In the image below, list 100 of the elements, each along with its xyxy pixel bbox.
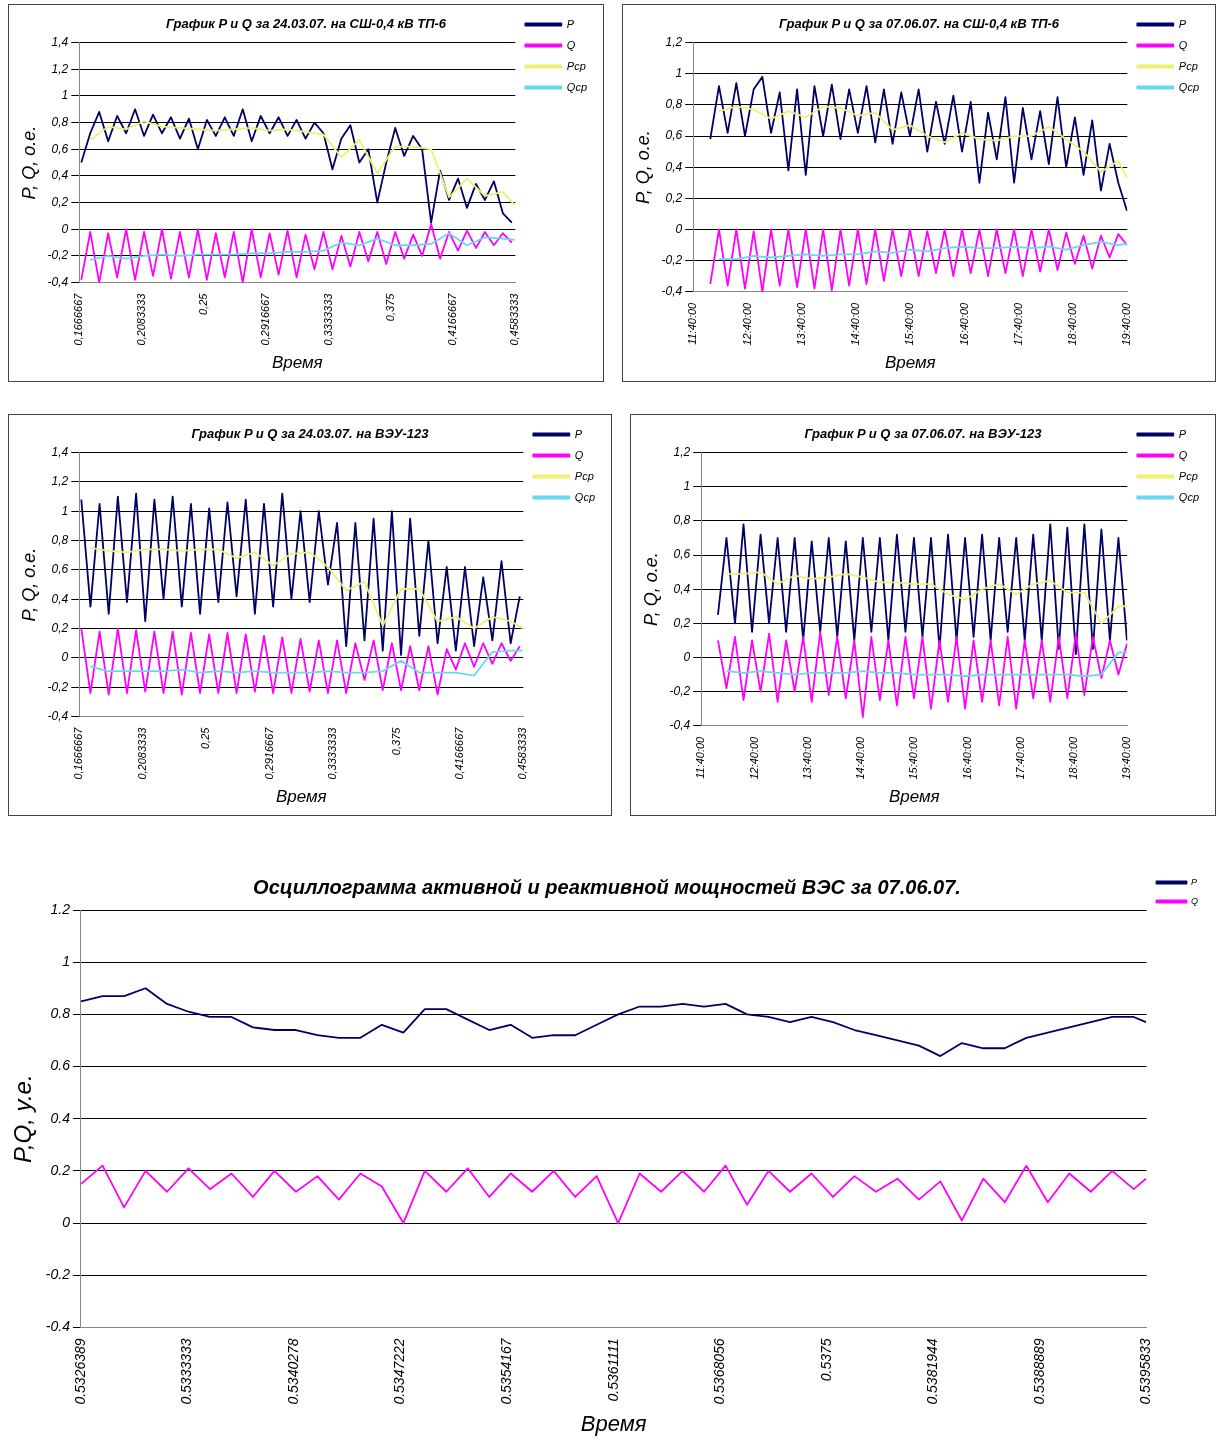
y-tick-label: -0,4: [47, 708, 69, 723]
y-tick-label: 0,8: [51, 114, 69, 129]
legend-label: Q: [1178, 38, 1188, 51]
x-tick-label: 19:40:00: [1120, 735, 1133, 780]
x-tick-label: 0,4166667: [446, 292, 459, 346]
y-axis-title: P, Q, о.е.: [632, 130, 653, 205]
y-tick-label: -0,4: [669, 718, 691, 733]
chart-title: График P и Q за 24.03.07. на ВЭУ-123: [191, 426, 430, 442]
x-tick-label: 0,1666667: [72, 726, 85, 780]
y-tick-label: 1: [61, 88, 69, 103]
legend-label: P: [1178, 427, 1187, 440]
x-tick-label: 12:40:00: [747, 735, 760, 780]
legend-label: Qср: [1178, 490, 1200, 503]
legend-label: P: [1178, 17, 1187, 30]
y-tick-label: 0,4: [51, 168, 69, 183]
y-tick-label: 0: [61, 221, 69, 236]
legend-label: Qср: [1178, 80, 1200, 93]
y-tick-label: 0,2: [673, 615, 691, 630]
x-tick-label: 14:40:00: [854, 735, 867, 780]
chart-title: Осциллограмма активной и реактивной мощностей ВЭС за 07.06.07.: [253, 875, 961, 898]
x-tick-label: 0,4166667: [452, 726, 465, 780]
legend-label: Q: [1191, 896, 1199, 906]
legend-label: Pср: [1178, 469, 1198, 482]
legend-label: Qср: [566, 80, 588, 93]
x-tick-label: 0.5375: [817, 1338, 834, 1382]
y-tick-label: -0.4: [45, 1318, 71, 1335]
y-tick-label: 1,4: [51, 34, 69, 49]
y-tick-label: 0.4: [50, 1109, 71, 1126]
x-tick-label: 0,25: [196, 292, 209, 316]
y-tick-label: 0,4: [673, 581, 691, 596]
y-axis-title: P, Q, о.е.: [640, 552, 661, 627]
x-tick-label: 13:40:00: [794, 301, 807, 346]
y-tick-label: 1: [675, 66, 683, 81]
y-tick-label: 1,2: [51, 474, 69, 489]
y-tick-label: 0,2: [51, 620, 69, 635]
y-tick-label: -0,2: [669, 683, 691, 698]
legend-label: Q: [574, 448, 584, 461]
y-axis-title: P,Q, у.е.: [9, 1074, 37, 1164]
x-tick-label: 0,2916667: [259, 292, 272, 346]
y-tick-label: 0: [675, 221, 683, 236]
x-axis-title: Время: [888, 786, 940, 806]
chart-title: График P и Q за 07.06.07. на ВЭУ-123: [804, 426, 1043, 442]
y-axis-title: P, Q, о.е.: [18, 547, 39, 622]
y-axis-title: P, Q, о.е.: [18, 125, 39, 200]
legend-label: Q: [1178, 448, 1188, 461]
y-tick-label: 0,2: [665, 190, 683, 205]
y-tick-label: 1,2: [665, 34, 683, 49]
chart-title: График P и Q за 07.06.07. на СШ-0,4 кВ ТП-6: [778, 16, 1060, 32]
y-tick-label: 1: [62, 953, 70, 970]
x-tick-label: 0.5340278: [284, 1338, 301, 1405]
x-axis-title: Время: [580, 1410, 647, 1436]
x-tick-label: 0,3333333: [321, 292, 334, 346]
y-tick-label: -0,2: [47, 248, 69, 263]
x-tick-label: 18:40:00: [1067, 735, 1080, 780]
x-tick-label: 0.5388889: [1030, 1338, 1047, 1405]
x-tick-label: 11:40:00: [694, 735, 707, 779]
x-tick-label: 0.5354167: [498, 1337, 515, 1405]
y-tick-label: 0,6: [51, 141, 69, 156]
legend-label: Pср: [574, 469, 594, 482]
x-axis-title: Время: [275, 786, 327, 806]
x-tick-label: 0,4583333: [508, 292, 521, 346]
x-tick-label: 0.5333333: [178, 1338, 195, 1405]
x-tick-label: 12:40:00: [740, 301, 753, 346]
y-tick-label: 0,4: [51, 591, 69, 606]
x-tick-label: 0,2083333: [135, 726, 148, 780]
x-tick-label: 0,375: [389, 726, 402, 756]
x-tick-label: 0,25: [199, 726, 212, 750]
x-tick-label: 16:40:00: [960, 735, 973, 780]
x-tick-label: 0,4583333: [516, 726, 529, 780]
y-tick-label: 0,6: [665, 128, 683, 143]
legend-label: Qср: [574, 490, 596, 503]
y-tick-label: 0.6: [50, 1057, 71, 1074]
y-tick-label: 0.8: [50, 1005, 71, 1022]
x-tick-label: 0,2916667: [262, 726, 275, 780]
y-tick-label: 0: [683, 649, 691, 664]
legend-label: Pср: [1178, 59, 1198, 72]
y-tick-label: 1.2: [50, 900, 71, 917]
y-tick-label: -0,2: [661, 252, 683, 267]
y-tick-label: 0,8: [665, 97, 683, 112]
x-tick-label: 0.5395833: [1137, 1338, 1154, 1405]
y-tick-label: -0.2: [45, 1266, 71, 1283]
y-tick-label: 0: [62, 1213, 71, 1230]
x-tick-label: 0.5361111: [604, 1338, 621, 1402]
y-tick-label: 0: [61, 650, 69, 665]
y-tick-label: 0.2: [50, 1161, 71, 1178]
x-tick-label: 0,1666667: [72, 292, 85, 346]
x-tick-label: 0,375: [383, 292, 396, 322]
legend-label: P: [566, 17, 575, 30]
y-tick-label: -0,4: [47, 274, 69, 289]
y-tick-label: 0,2: [51, 194, 69, 209]
y-tick-label: 1: [61, 503, 69, 518]
y-tick-label: 0,6: [51, 562, 69, 577]
legend-label: P: [1191, 877, 1198, 887]
x-tick-label: 17:40:00: [1011, 301, 1024, 346]
y-tick-label: 1,2: [673, 444, 691, 459]
x-axis-title: Время: [884, 352, 936, 372]
x-axis-title: Время: [271, 352, 323, 372]
x-tick-label: 0.5368056: [711, 1338, 728, 1405]
y-tick-label: 0,6: [673, 547, 691, 562]
x-tick-label: 0.5381944: [924, 1338, 941, 1405]
